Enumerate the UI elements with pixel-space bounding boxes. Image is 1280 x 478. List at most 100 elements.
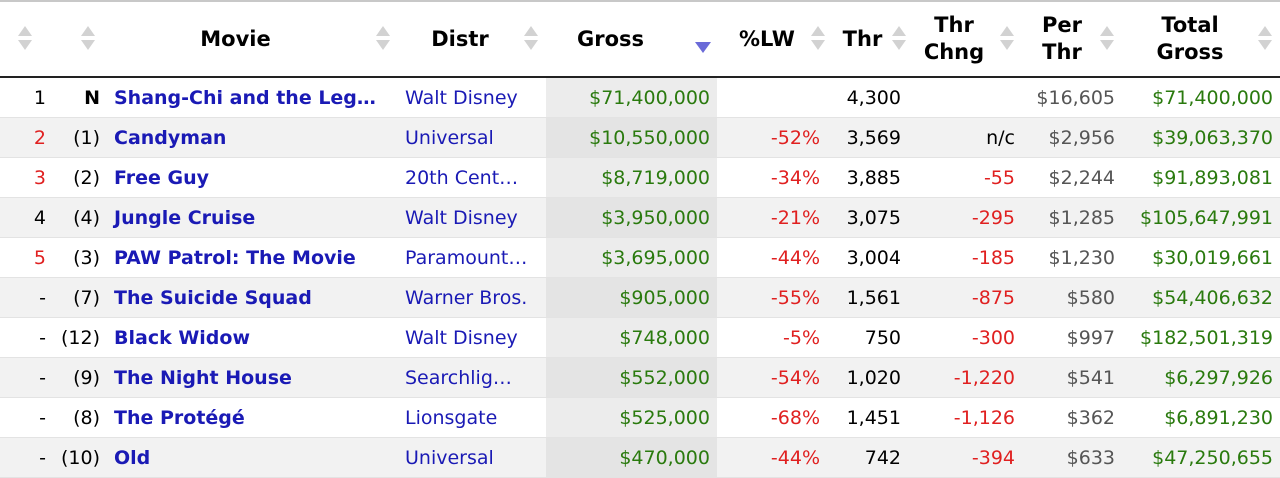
gross-cell: $905,000 — [546, 277, 717, 318]
gross-cell: $748,000 — [546, 317, 717, 358]
theater-change-cell: -875 — [908, 277, 1022, 318]
col-gross-label: Gross — [576, 26, 645, 51]
total-gross-cell: $6,297,926 — [1122, 357, 1280, 398]
theaters-cell: 1,451 — [827, 397, 908, 438]
sort-arrows-icon[interactable] — [892, 26, 906, 52]
col-pctlw-label: %LW — [739, 26, 795, 51]
rank-cell: 2 — [0, 117, 53, 158]
last-week-rank-cell: (10) — [53, 437, 107, 478]
distributor-link[interactable]: Walt Disney — [398, 317, 546, 358]
col-gross-header[interactable]: Gross — [546, 0, 717, 78]
total-gross-cell: $30,019,661 — [1122, 237, 1280, 278]
theater-change-cell: -1,126 — [908, 397, 1022, 438]
table-header: Movie Distr Gross %LW Thr Thr Chng Per T… — [0, 0, 1280, 78]
table-row: - (12) Black Widow Walt Disney $748,000 … — [0, 317, 1280, 358]
theater-change-cell: -55 — [908, 157, 1022, 198]
distributor-link[interactable]: Walt Disney — [398, 77, 546, 118]
rank-cell: 1 — [0, 77, 53, 118]
table-row: 3 (2) Free Guy 20th Cent… $8,719,000 -34… — [0, 157, 1280, 198]
per-theater-cell: $2,956 — [1022, 117, 1122, 158]
pct-lw-cell: -34% — [717, 157, 827, 198]
rank-cell: 5 — [0, 237, 53, 278]
col-total-label: Total Gross — [1156, 13, 1224, 64]
last-week-rank-cell: (3) — [53, 237, 107, 278]
col-movie-label: Movie — [200, 26, 271, 51]
table-row: 1 N Shang-Chi and the Leg… Walt Disney $… — [0, 77, 1280, 118]
col-thrchng-header[interactable]: Thr Chng — [908, 0, 1022, 78]
table-row: 5 (3) PAW Patrol: The Movie Paramount… $… — [0, 237, 1280, 278]
theater-change-cell: -394 — [908, 437, 1022, 478]
distributor-link[interactable]: Warner Bros. — [398, 277, 546, 318]
distributor-link[interactable]: Walt Disney — [398, 197, 546, 238]
distributor-link[interactable]: Universal — [398, 437, 546, 478]
distributor-link[interactable]: 20th Cent… — [398, 157, 546, 198]
theater-change-cell: -1,220 — [908, 357, 1022, 398]
total-gross-cell: $39,063,370 — [1122, 117, 1280, 158]
movie-title-link[interactable]: Candyman — [107, 117, 398, 158]
total-gross-cell: $182,501,319 — [1122, 317, 1280, 358]
movie-title-link[interactable]: Free Guy — [107, 157, 398, 198]
last-week-rank-cell: N — [53, 77, 107, 118]
distributor-link[interactable]: Lionsgate — [398, 397, 546, 438]
table-row: 4 (4) Jungle Cruise Walt Disney $3,950,0… — [0, 197, 1280, 238]
col-perthr-label: Per Thr — [1042, 13, 1082, 64]
movie-title-link[interactable]: Shang-Chi and the Leg… — [107, 77, 398, 118]
per-theater-cell: $1,285 — [1022, 197, 1122, 238]
total-gross-cell: $47,250,655 — [1122, 437, 1280, 478]
last-week-rank-cell: (1) — [53, 117, 107, 158]
sort-arrows-icon[interactable] — [1100, 26, 1114, 52]
pct-lw-cell: -54% — [717, 357, 827, 398]
movie-title-link[interactable]: PAW Patrol: The Movie — [107, 237, 398, 278]
movie-title-link[interactable]: Jungle Cruise — [107, 197, 398, 238]
sort-descending-icon[interactable] — [695, 26, 711, 53]
sort-arrows-icon[interactable] — [524, 26, 538, 52]
last-week-rank-cell: (4) — [53, 197, 107, 238]
col-pctlw-header[interactable]: %LW — [717, 0, 827, 78]
movie-title-link[interactable]: The Night House — [107, 357, 398, 398]
col-total-header[interactable]: Total Gross — [1122, 0, 1280, 78]
col-thr-header[interactable]: Thr — [827, 0, 908, 78]
col-rank-header[interactable] — [0, 0, 53, 78]
distributor-link[interactable]: Searchlig… — [398, 357, 546, 398]
pct-lw-cell: -55% — [717, 277, 827, 318]
movie-title-link[interactable]: The Protégé — [107, 397, 398, 438]
last-week-rank-cell: (12) — [53, 317, 107, 358]
movie-title-link[interactable]: Old — [107, 437, 398, 478]
sort-arrows-icon[interactable] — [18, 26, 32, 52]
distributor-link[interactable]: Paramount… — [398, 237, 546, 278]
per-theater-cell: $541 — [1022, 357, 1122, 398]
per-theater-cell: $16,605 — [1022, 77, 1122, 118]
sort-arrows-icon[interactable] — [1000, 26, 1014, 52]
total-gross-cell: $6,891,230 — [1122, 397, 1280, 438]
rank-cell: 4 — [0, 197, 53, 238]
theaters-cell: 3,004 — [827, 237, 908, 278]
per-theater-cell: $2,244 — [1022, 157, 1122, 198]
distributor-link[interactable]: Universal — [398, 117, 546, 158]
col-distr-header[interactable]: Distr — [398, 0, 546, 78]
sort-arrows-icon[interactable] — [376, 26, 390, 52]
sort-arrows-icon[interactable] — [81, 26, 95, 52]
table-row: - (8) The Protégé Lionsgate $525,000 -68… — [0, 397, 1280, 438]
col-lastweek-header[interactable] — [53, 0, 107, 78]
theaters-cell: 3,885 — [827, 157, 908, 198]
movie-title-link[interactable]: Black Widow — [107, 317, 398, 358]
pct-lw-cell: -68% — [717, 397, 827, 438]
col-perthr-header[interactable]: Per Thr — [1022, 0, 1122, 78]
sort-arrows-icon[interactable] — [1258, 26, 1272, 52]
theaters-cell: 1,561 — [827, 277, 908, 318]
gross-cell: $10,550,000 — [546, 117, 717, 158]
table-row: 2 (1) Candyman Universal $10,550,000 -52… — [0, 117, 1280, 158]
table-row: - (9) The Night House Searchlig… $552,00… — [0, 357, 1280, 398]
total-gross-cell: $91,893,081 — [1122, 157, 1280, 198]
rank-cell: 3 — [0, 157, 53, 198]
last-week-rank-cell: (7) — [53, 277, 107, 318]
rank-cell: - — [0, 317, 53, 358]
table-row: - (7) The Suicide Squad Warner Bros. $90… — [0, 277, 1280, 318]
theater-change-cell: -300 — [908, 317, 1022, 358]
col-distr-label: Distr — [431, 26, 489, 51]
sort-arrows-icon[interactable] — [811, 26, 825, 52]
movie-title-link[interactable]: The Suicide Squad — [107, 277, 398, 318]
pct-lw-cell — [717, 77, 827, 118]
col-movie-header[interactable]: Movie — [107, 0, 398, 78]
